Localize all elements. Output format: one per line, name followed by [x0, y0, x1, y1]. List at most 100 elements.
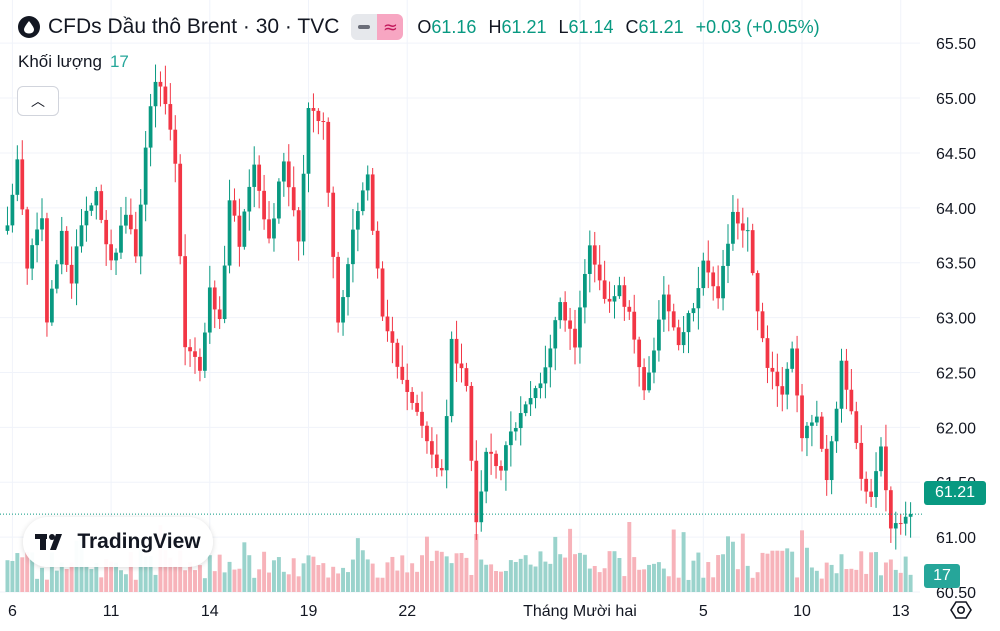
- volume-bar: [637, 569, 642, 592]
- candle-body: [45, 218, 49, 323]
- ohlc-open: O61.16: [417, 16, 477, 37]
- volume-bar: [271, 560, 276, 592]
- chart-settings-button[interactable]: [946, 596, 976, 624]
- hide-series-icon[interactable]: [351, 14, 378, 40]
- candle-body: [360, 190, 365, 212]
- candle-body: [755, 273, 760, 312]
- volume-bar: [760, 552, 765, 592]
- volume-bar: [420, 555, 424, 592]
- candle-body: [30, 245, 35, 269]
- candle-body: [267, 219, 271, 239]
- volume-bar: [671, 529, 676, 592]
- volume-bar: [439, 551, 444, 592]
- volume-bar: [286, 574, 291, 592]
- price-change: +0.03 (+0.05%): [695, 16, 820, 37]
- volume-bar: [647, 564, 652, 592]
- volume-bar: [730, 541, 735, 592]
- volume-bar: [123, 574, 128, 592]
- candle-body: [380, 268, 385, 317]
- volume-bar: [49, 552, 54, 592]
- volume-bar: [40, 567, 44, 592]
- candle-body: [859, 442, 864, 479]
- candle-body: [415, 402, 419, 412]
- symbol-title[interactable]: CFDs Dầu thô Brent · 30 · TVC: [48, 15, 340, 38]
- series-visibility-toggle[interactable]: ≈: [351, 14, 404, 40]
- candle-body: [232, 200, 237, 216]
- candle-body: [869, 491, 873, 498]
- candle-body: [143, 147, 148, 205]
- candle-body: [765, 338, 770, 368]
- time-axis[interactable]: 6 11 14 19 22 Tháng Mười hai 5 10 13: [8, 603, 910, 620]
- volume-bar: [311, 556, 316, 592]
- candle-body: [548, 348, 553, 368]
- volume-bar: [69, 562, 74, 592]
- candle-body: [84, 210, 89, 226]
- volume-bar: [528, 564, 533, 592]
- volume-bar: [701, 577, 706, 592]
- candle-body: [888, 490, 893, 529]
- candle-body: [602, 280, 607, 299]
- candle-body: [114, 252, 118, 261]
- candle-body: [20, 159, 25, 210]
- volume-bar: [434, 550, 439, 592]
- candle-body: [158, 81, 163, 87]
- price-tick-label: 62.50: [936, 365, 976, 382]
- candle-body: [489, 451, 493, 454]
- collapse-legend-button[interactable]: ︿: [17, 86, 59, 116]
- candle-body: [385, 316, 390, 332]
- volume-bar: [592, 565, 597, 592]
- candle-body: [701, 260, 706, 289]
- volume-bar: [809, 567, 814, 592]
- volume-bar: [346, 572, 350, 592]
- candle-body: [183, 256, 188, 348]
- volume-bar: [518, 558, 523, 592]
- candle-body: [647, 372, 651, 391]
- approx-wave-icon[interactable]: ≈: [377, 14, 404, 40]
- volume-bar: [790, 551, 795, 592]
- tradingview-mark-icon: [35, 534, 63, 550]
- volume-bar: [711, 577, 716, 592]
- candle-body: [612, 296, 617, 302]
- volume-bar: [874, 552, 879, 592]
- volume-bar: [879, 575, 883, 592]
- time-tick-label: 13: [892, 603, 910, 620]
- candle-body: [691, 308, 696, 314]
- candle-body: [64, 230, 69, 265]
- candle-body: [54, 264, 59, 289]
- candle-body: [637, 339, 642, 368]
- candle-body: [508, 431, 513, 446]
- volume-bar: [854, 569, 859, 592]
- candle-body: [336, 256, 340, 323]
- tradingview-logo[interactable]: TradingView: [23, 517, 213, 567]
- volume-bar: [656, 562, 661, 592]
- volume-bar: [577, 552, 582, 592]
- volume-bar: [163, 550, 168, 592]
- candle-body: [430, 441, 434, 455]
- candle-body: [286, 161, 291, 188]
- candle-body: [617, 285, 622, 297]
- candle-body: [731, 211, 735, 244]
- candle-body: [884, 446, 888, 491]
- volume-bar: [464, 557, 469, 592]
- volume-bar: [360, 550, 365, 592]
- volume-bar: [824, 562, 829, 592]
- candle-body: [760, 311, 765, 339]
- candle-body: [513, 428, 518, 432]
- price-tick-label: 60.50: [936, 585, 976, 602]
- volume-bar: [691, 560, 696, 592]
- candle-body: [10, 194, 15, 226]
- candle-body: [365, 174, 370, 191]
- volume-bar: [612, 551, 617, 592]
- price-axis[interactable]: 65.50 65.00 64.50 64.00 63.50 63.00 62.50 62.00…: [936, 36, 976, 602]
- volume-bar: [54, 570, 59, 592]
- volume-bar: [99, 577, 104, 592]
- candle-body: [893, 523, 898, 529]
- volume-bar: [237, 568, 242, 592]
- volume-bar: [686, 579, 691, 592]
- volume-bar: [893, 569, 898, 592]
- volume-legend[interactable]: Khối lượng 17: [18, 52, 129, 72]
- candle-body: [785, 368, 790, 395]
- volume-bar: [642, 569, 647, 592]
- candle-body: [395, 342, 400, 367]
